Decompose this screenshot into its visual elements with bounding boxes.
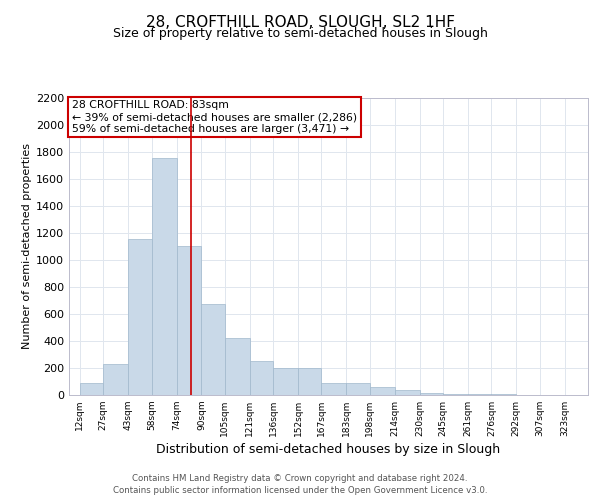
Bar: [395, 390, 419, 395]
Text: Contains public sector information licensed under the Open Government Licence v3: Contains public sector information licen…: [113, 486, 487, 495]
Text: 28 CROFTHILL ROAD: 83sqm
← 39% of semi-detached houses are smaller (2,286)
59% o: 28 CROFTHILL ROAD: 83sqm ← 39% of semi-d…: [71, 100, 357, 134]
Bar: [202, 304, 225, 395]
Bar: [468, 394, 491, 395]
Bar: [80, 383, 103, 395]
Bar: [250, 361, 273, 395]
Y-axis label: Number of semi-detached properties: Number of semi-detached properties: [22, 143, 32, 350]
Bar: [298, 368, 322, 395]
Bar: [152, 158, 176, 395]
Bar: [443, 394, 468, 395]
X-axis label: Distribution of semi-detached houses by size in Slough: Distribution of semi-detached houses by …: [157, 443, 500, 456]
Bar: [346, 383, 370, 395]
Bar: [273, 368, 298, 395]
Bar: [370, 387, 395, 395]
Bar: [225, 338, 250, 395]
Text: Contains HM Land Registry data © Crown copyright and database right 2024.: Contains HM Land Registry data © Crown c…: [132, 474, 468, 483]
Text: Size of property relative to semi-detached houses in Slough: Size of property relative to semi-detach…: [113, 28, 487, 40]
Bar: [322, 383, 346, 395]
Text: 28, CROFTHILL ROAD, SLOUGH, SL2 1HF: 28, CROFTHILL ROAD, SLOUGH, SL2 1HF: [146, 15, 455, 30]
Bar: [103, 364, 128, 395]
Bar: [128, 240, 152, 395]
Bar: [491, 394, 517, 395]
Bar: [176, 246, 202, 395]
Bar: [419, 393, 443, 395]
